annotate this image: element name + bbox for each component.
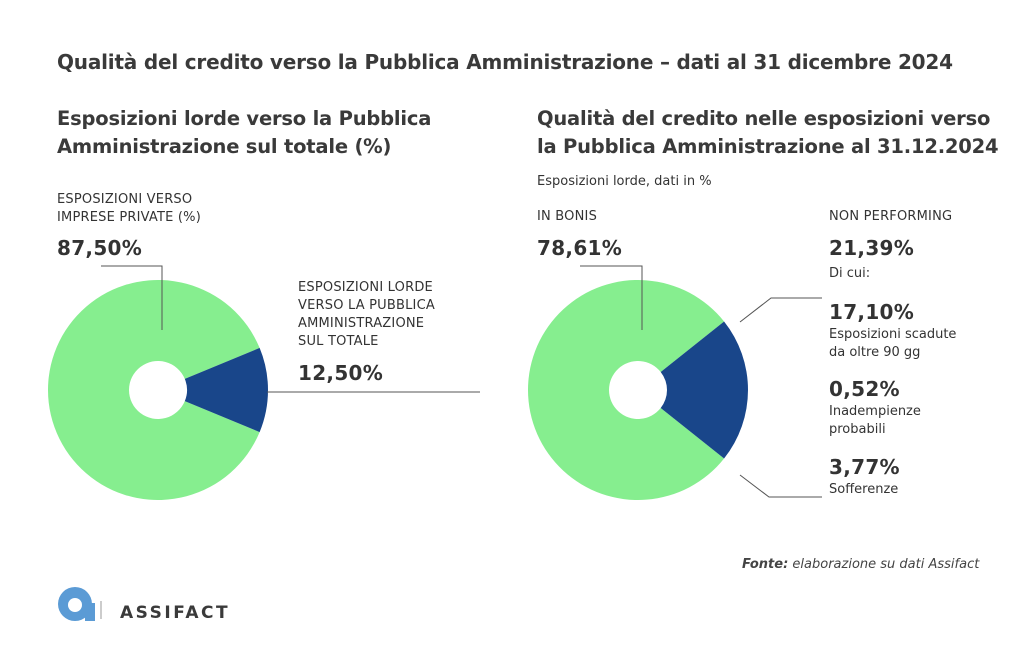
pa-label-line-4: SUL TOTALE — [298, 334, 379, 349]
logo-text: ASSIFACT — [120, 603, 231, 623]
source-label: Fonte: — [742, 557, 789, 572]
right-title-line-1: Qualità del credito nelle esposizioni ve… — [537, 107, 991, 130]
assifact-logo-icon — [58, 587, 102, 621]
inadempienze-label-line-2: probabili — [829, 422, 886, 437]
right-chart-title: Qualità del credito nelle esposizioni ve… — [537, 105, 999, 161]
right-donut-chart — [527, 280, 748, 501]
pa-label-line-1: ESPOSIZIONI LORDE — [298, 280, 433, 295]
inadempienze-label: Inadempienze probabili — [829, 403, 921, 439]
non-performing-value: 21,39% — [829, 236, 915, 260]
pa-label-line-3: AMMINISTRAZIONE — [298, 316, 425, 331]
scadute-value: 17,10% — [829, 300, 915, 324]
private-exposure-value: 87,50% — [57, 236, 143, 260]
inadempienze-value: 0,52% — [829, 377, 900, 401]
right-donut-slice-non-performing — [660, 321, 748, 459]
left-donut-slice-pa — [184, 347, 268, 433]
scadute-label: Esposizioni scadute da oltre 90 gg — [829, 326, 956, 362]
private-label-line-1: ESPOSIZIONI VERSO — [57, 192, 193, 207]
sofferenze-label: Sofferenze — [829, 482, 899, 497]
left-chart-title: Esposizioni lorde verso la Pubblica Ammi… — [57, 105, 431, 161]
left-donut-slice-private — [47, 280, 260, 501]
bonis-label: IN BONIS — [537, 209, 598, 224]
source-note: Fonte: elaborazione su dati Assifact — [742, 557, 979, 572]
left-private-leader-line — [101, 265, 163, 330]
right-title-line-2: la Pubblica Amministrazione al 31.12.202… — [537, 135, 999, 158]
left-donut-chart — [47, 280, 268, 501]
left-title-line-2: Amministrazione sul totale (%) — [57, 135, 392, 158]
right-donut-slice-bonis — [527, 280, 725, 501]
private-label-line-2: IMPRESE PRIVATE (%) — [57, 210, 201, 225]
right-np-top-leader-line — [739, 297, 822, 323]
inadempienze-label-line-1: Inadempienze — [829, 404, 921, 419]
pa-exposure-value: 12,50% — [298, 361, 384, 385]
source-text: elaborazione su dati Assifact — [788, 557, 980, 572]
left-title-line-1: Esposizioni lorde verso la Pubblica — [57, 107, 432, 130]
sofferenze-value: 3,77% — [829, 455, 900, 479]
right-bonis-leader-line — [580, 265, 643, 330]
scadute-label-line-1: Esposizioni scadute — [829, 327, 957, 342]
page-title: Qualità del credito verso la Pubblica Am… — [57, 50, 953, 74]
scadute-label-line-2: da oltre 90 gg — [829, 345, 921, 360]
right-chart-subtitle: Esposizioni lorde, dati in % — [537, 174, 712, 189]
di-cui-label: Di cui: — [829, 266, 871, 281]
private-exposure-label: ESPOSIZIONI VERSO IMPRESE PRIVATE (%) — [57, 191, 201, 227]
right-np-bottom-leader-line — [739, 474, 822, 498]
bonis-value: 78,61% — [537, 236, 623, 260]
pa-label-line-2: VERSO LA PUBBLICA — [298, 298, 435, 313]
non-performing-label: NON PERFORMING — [829, 209, 953, 224]
pa-exposure-label: ESPOSIZIONI LORDE VERSO LA PUBBLICA AMMI… — [298, 279, 435, 351]
